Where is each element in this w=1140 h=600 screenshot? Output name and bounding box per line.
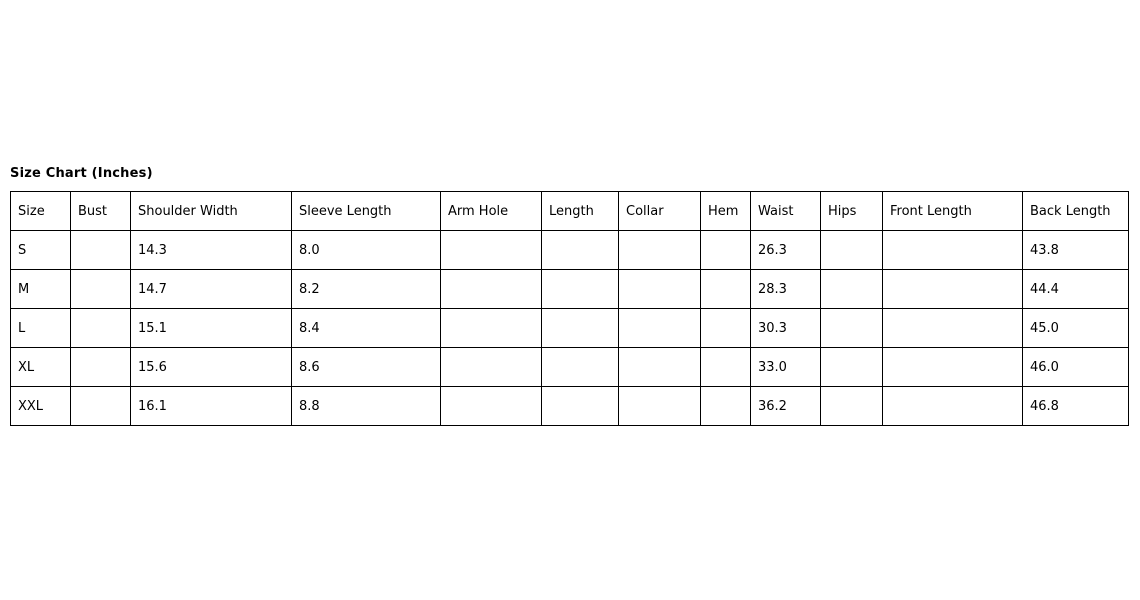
table-row: XXL 16.1 8.8 36.2 46.8 <box>10 386 1129 426</box>
table-cell: 30.3 <box>750 308 821 348</box>
column-header-back-length: Back Length <box>1022 191 1129 231</box>
table-cell <box>700 347 751 387</box>
table-row: M 14.7 8.2 28.3 44.4 <box>10 269 1129 309</box>
table-cell: 15.1 <box>130 308 292 348</box>
table-cell <box>820 347 883 387</box>
table-cell <box>882 386 1023 426</box>
table-cell <box>70 308 131 348</box>
table-cell: 8.0 <box>291 230 441 270</box>
size-label-cell: M <box>10 269 71 309</box>
table-row: XL 15.6 8.6 33.0 46.0 <box>10 347 1129 387</box>
table-row: L 15.1 8.4 30.3 45.0 <box>10 308 1129 348</box>
size-label-cell: S <box>10 230 71 270</box>
size-chart-table: Size Bust Shoulder Width Sleeve Length Arm H… <box>10 191 1129 426</box>
table-cell <box>700 386 751 426</box>
table-cell <box>882 230 1023 270</box>
table-cell <box>440 386 542 426</box>
table-body: S 14.3 8.0 26.3 43.8 M 14.7 8.2 28.3 44.4 L 15.1 8.4… <box>10 230 1129 426</box>
table-cell <box>700 308 751 348</box>
size-label-cell: L <box>10 308 71 348</box>
column-header-arm-hole: Arm Hole <box>440 191 542 231</box>
table-cell <box>440 308 542 348</box>
table-cell <box>820 230 883 270</box>
column-header-collar: Collar <box>618 191 701 231</box>
table-cell <box>820 269 883 309</box>
table-cell: 45.0 <box>1022 308 1129 348</box>
table-cell <box>541 386 619 426</box>
column-header-hips: Hips <box>820 191 883 231</box>
size-chart-title: Size Chart (Inches) <box>10 166 153 181</box>
header-row: Size Bust Shoulder Width Sleeve Length Arm H… <box>10 191 1129 231</box>
table-cell <box>541 230 619 270</box>
table-cell <box>700 269 751 309</box>
table-cell: 36.2 <box>750 386 821 426</box>
table-row: S 14.3 8.0 26.3 43.8 <box>10 230 1129 270</box>
table-cell <box>440 230 542 270</box>
table-cell: 8.2 <box>291 269 441 309</box>
table-cell <box>700 230 751 270</box>
column-header-front-length: Front Length <box>882 191 1023 231</box>
table-cell: 28.3 <box>750 269 821 309</box>
table-cell: 8.4 <box>291 308 441 348</box>
column-header-shoulder-width: Shoulder Width <box>130 191 292 231</box>
table-cell <box>618 230 701 270</box>
table-cell: 46.8 <box>1022 386 1129 426</box>
table-cell <box>541 308 619 348</box>
table-cell <box>882 269 1023 309</box>
column-header-waist: Waist <box>750 191 821 231</box>
table-cell: 26.3 <box>750 230 821 270</box>
table-cell <box>618 308 701 348</box>
table-cell <box>618 347 701 387</box>
column-header-size: Size <box>10 191 71 231</box>
size-label-cell: XL <box>10 347 71 387</box>
table-cell: 14.7 <box>130 269 292 309</box>
table-cell: 14.3 <box>130 230 292 270</box>
table-cell <box>440 269 542 309</box>
column-header-hem: Hem <box>700 191 751 231</box>
column-header-bust: Bust <box>70 191 131 231</box>
table-cell <box>440 347 542 387</box>
table-cell <box>70 230 131 270</box>
table-cell <box>618 386 701 426</box>
size-chart-section: Size Chart (Inches) Size Bust Shoulder Wid… <box>10 166 1130 426</box>
table-cell: 15.6 <box>130 347 292 387</box>
column-header-length: Length <box>541 191 619 231</box>
table-cell: 43.8 <box>1022 230 1129 270</box>
table-cell: 46.0 <box>1022 347 1129 387</box>
table-cell <box>541 269 619 309</box>
table-cell <box>70 386 131 426</box>
table-cell <box>882 308 1023 348</box>
table-cell: 16.1 <box>130 386 292 426</box>
table-cell: 33.0 <box>750 347 821 387</box>
column-header-sleeve-length: Sleeve Length <box>291 191 441 231</box>
table-cell <box>618 269 701 309</box>
table-cell: 8.8 <box>291 386 441 426</box>
table-cell: 8.6 <box>291 347 441 387</box>
table-cell <box>70 347 131 387</box>
table-cell <box>820 386 883 426</box>
size-label-cell: XXL <box>10 386 71 426</box>
table-cell <box>882 347 1023 387</box>
table-cell <box>820 308 883 348</box>
table-cell <box>70 269 131 309</box>
table-cell <box>541 347 619 387</box>
table-cell: 44.4 <box>1022 269 1129 309</box>
